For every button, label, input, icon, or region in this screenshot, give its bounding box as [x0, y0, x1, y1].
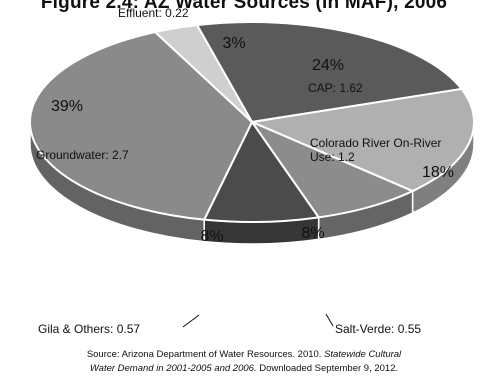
slice-gila-others [202, 120, 321, 223]
slice-salt-verde [249, 119, 416, 219]
source-line-1: Source: Arizona Department of Water Reso… [0, 348, 488, 362]
slice-effluent [153, 24, 253, 123]
source-prefix: Source: Arizona Department of Water Reso… [86, 349, 325, 360]
slice-cap [195, 21, 464, 124]
leader-line-salt-verde [325, 313, 334, 327]
chart-title: Figure 2.4: AZ Water Sources (in MAF), 2… [40, 0, 448, 13]
source-line-2: Water Demand in 2001-2005 and 2006. Down… [0, 362, 488, 376]
source-italic-2: Water Demand in 2001-2005 and 2006. [89, 363, 257, 374]
pie-labels: 24% 18% 8% 8% 39% 3% CAP: 1.62 Colorado … [36, 6, 454, 336]
data-label-salt-verde: Salt-Verde: 0.55 [335, 322, 421, 336]
pct-label-colorado: 18% [422, 164, 454, 181]
data-label-groundwater: Groundwater: 2.7 [36, 148, 129, 162]
pct-label-cap: 24% [312, 57, 344, 74]
pie-slices [29, 21, 475, 245]
data-label-colorado-line2: Use: 1.2 [310, 150, 355, 164]
slice-groundwater [29, 30, 254, 221]
source-suffix: Downloaded September 9, 2012. [256, 363, 399, 374]
pct-label-effluent: 3% [222, 35, 245, 52]
data-label-effluent: Effluent: 0.22 [118, 6, 189, 20]
data-label-gila: Gila & Others: 0.57 [38, 322, 140, 336]
pct-label-groundwater: 39% [51, 98, 83, 115]
source-note: Source: Arizona Department of Water Reso… [0, 348, 488, 376]
data-label-cap: CAP: 1.62 [308, 81, 363, 95]
pct-label-gila: 8% [200, 228, 223, 245]
pct-label-salt-verde: 8% [301, 225, 324, 242]
leader-line-gila [182, 314, 200, 328]
source-italic-1: Statewide Cultural [324, 349, 402, 360]
slice-colorado-river-on-river-use [248, 87, 475, 193]
data-label-colorado-line1: Colorado River On-River [310, 136, 441, 150]
